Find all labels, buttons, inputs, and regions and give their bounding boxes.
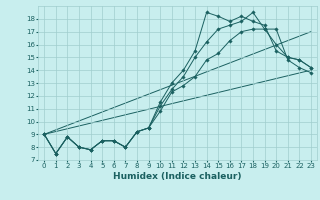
X-axis label: Humidex (Indice chaleur): Humidex (Indice chaleur) [113, 172, 242, 181]
